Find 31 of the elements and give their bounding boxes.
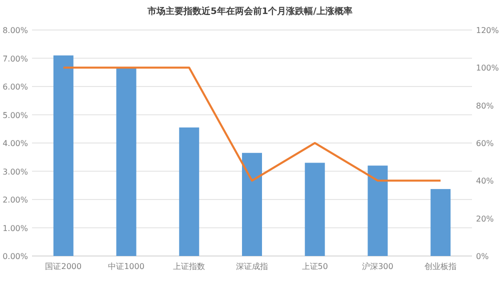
y2-tick-label: 0% (476, 252, 490, 261)
bar (304, 162, 325, 256)
y2-tick-label: 20% (476, 214, 494, 224)
x-tick-label: 上证50 (302, 262, 328, 271)
y2-tick-label: 120% (476, 26, 500, 35)
bar (242, 152, 262, 256)
y-tick-label: 3.00% (2, 167, 28, 176)
chart-title: 市场主要指数近5年在两会前1个月涨跌幅/上涨概率 (146, 6, 352, 17)
x-tick-label: 沪深300 (362, 262, 394, 271)
bar (368, 166, 388, 256)
x-tick-label: 创业板指 (424, 262, 457, 271)
y-tick-label: 0.00% (2, 252, 28, 261)
y-tick-label: 8.00% (2, 26, 28, 35)
bar (179, 127, 200, 256)
bar (430, 189, 451, 256)
y-tick-label: 1.00% (2, 224, 28, 233)
y2-tick-label: 80% (476, 101, 494, 110)
y-tick-label: 6.00% (2, 82, 28, 92)
y-tick-label: 4.00% (2, 139, 28, 148)
y2-tick-label: 40% (476, 176, 494, 186)
x-tick-label: 深证成指 (236, 262, 268, 271)
y-tick-label: 7.00% (2, 54, 28, 64)
bar (116, 68, 136, 256)
x-tick-label: 国证2000 (45, 262, 82, 271)
y2-tick-label: 60% (476, 139, 494, 148)
x-tick-label: 中证1000 (108, 262, 144, 271)
x-tick-label: 上证指数 (173, 262, 206, 271)
y2-tick-label: 100% (476, 64, 500, 73)
bar (53, 55, 74, 256)
y-tick-label: 5.00% (2, 110, 28, 120)
y-tick-label: 2.00% (2, 196, 28, 204)
